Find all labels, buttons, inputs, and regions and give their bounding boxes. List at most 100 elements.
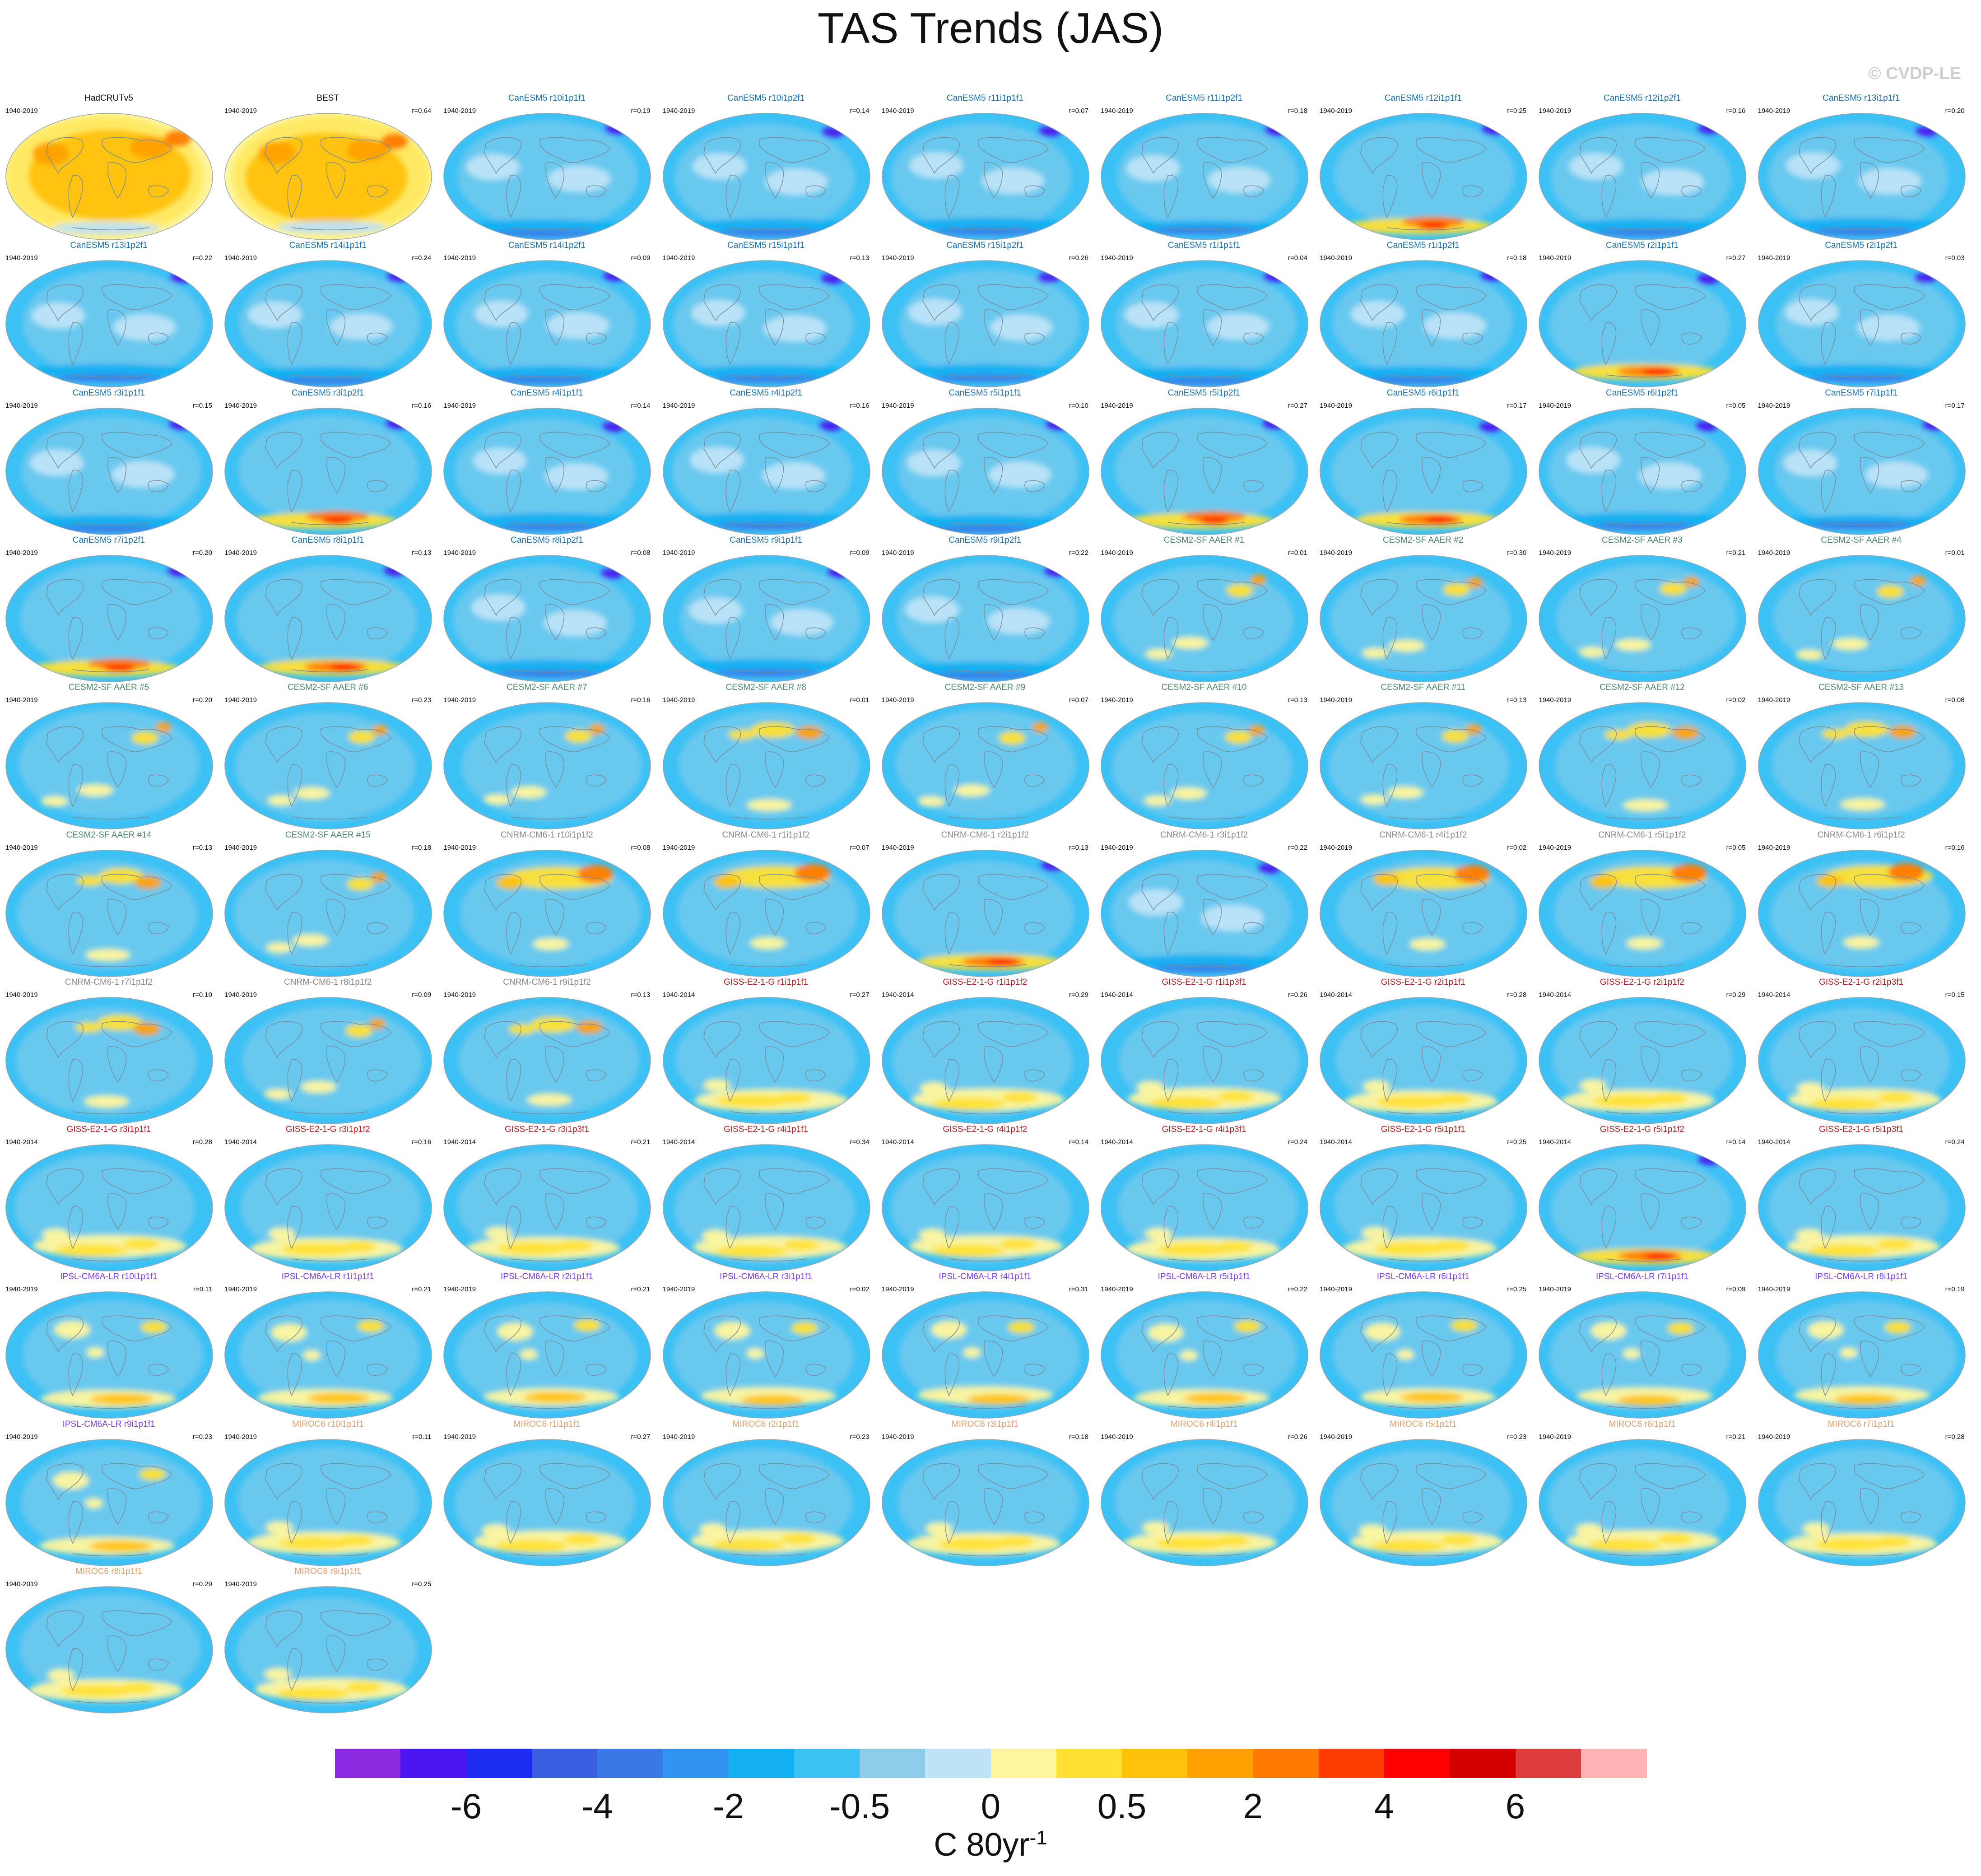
panel-years: 1940-2019 bbox=[5, 991, 38, 999]
globe-map bbox=[224, 702, 432, 829]
globe-border bbox=[1101, 407, 1308, 535]
coastline bbox=[1798, 579, 1836, 616]
globe-border bbox=[443, 849, 651, 977]
trend-anomaly bbox=[679, 564, 860, 673]
trend-anomaly bbox=[1001, 1092, 1037, 1103]
trend-anomaly bbox=[1576, 1523, 1603, 1536]
coastline bbox=[1382, 175, 1398, 218]
panel-years: 1940-2019 bbox=[662, 107, 695, 115]
panel-title: GISS-E2-1-G r1i1p1f1 bbox=[724, 977, 809, 987]
map-panel: CanESM5 r6i1p2f1 1940-2019 r=0.05 bbox=[1536, 388, 1748, 535]
trend-anomaly bbox=[674, 124, 855, 233]
coastline bbox=[265, 1463, 303, 1500]
panel-correlation: r=0.23 bbox=[850, 1433, 870, 1441]
coastline bbox=[922, 284, 960, 321]
panel-years: 1940-2019 bbox=[662, 549, 695, 557]
panel-title: CESM2-SF AAER #12 bbox=[1599, 683, 1685, 693]
coastline bbox=[1606, 816, 1683, 820]
panel-title: CNRM-CM6-1 r3i1p1f2 bbox=[1160, 830, 1248, 840]
coastline bbox=[1900, 1511, 1921, 1523]
trend-anomaly bbox=[1130, 954, 1283, 968]
panel-title: GISS-E2-1-G r5i1p1f1 bbox=[1381, 1125, 1465, 1135]
trend-anomaly bbox=[746, 799, 792, 812]
trend-anomaly bbox=[1809, 228, 1918, 236]
trend-anomaly bbox=[85, 1498, 103, 1509]
globe-map bbox=[882, 997, 1089, 1124]
trend-anomaly bbox=[693, 218, 847, 233]
trend-anomaly bbox=[1783, 449, 1837, 477]
colorbar-segment bbox=[335, 1749, 401, 1778]
trend-anomaly bbox=[47, 1669, 74, 1681]
panel-years: 1940-2019 bbox=[1320, 696, 1352, 704]
coastline bbox=[321, 284, 392, 311]
trend-anomaly bbox=[740, 1395, 804, 1406]
coastline bbox=[1203, 162, 1222, 199]
coastline bbox=[68, 911, 84, 955]
map-panel: CESM2-SF AAER #12 1940-2019 r=0.02 bbox=[1536, 683, 1748, 830]
coastline bbox=[1243, 1069, 1264, 1081]
panel-title: CESM2-SF AAER #2 bbox=[1382, 535, 1464, 545]
panel-correlation: r=0.13 bbox=[412, 549, 432, 557]
coastline bbox=[72, 1111, 150, 1114]
coastline bbox=[1024, 1069, 1045, 1081]
panel-correlation: r=0.04 bbox=[1288, 254, 1307, 262]
coastline bbox=[68, 1206, 84, 1249]
trend-anomaly bbox=[495, 1539, 568, 1552]
panel-correlation: r=0.25 bbox=[1507, 107, 1527, 115]
globe-border bbox=[1758, 1291, 1966, 1419]
trend-anomaly bbox=[1155, 1536, 1228, 1550]
trend-anomaly bbox=[1182, 511, 1246, 522]
map-panel: CESM2-SF AAER #13 1940-2019 r=0.08 bbox=[1755, 683, 1967, 830]
coastline bbox=[1243, 332, 1264, 345]
coastline bbox=[1579, 1316, 1617, 1353]
map-panel: CESM2-SF AAER #11 1940-2019 r=0.13 bbox=[1317, 683, 1529, 830]
panel-years: 1940-2014 bbox=[1320, 1138, 1352, 1146]
globe-map bbox=[224, 1586, 432, 1713]
coastline bbox=[1854, 137, 1925, 163]
colorbar-tick-label: -0.5 bbox=[829, 1786, 890, 1826]
coastline bbox=[321, 1315, 392, 1342]
coastline bbox=[1821, 1501, 1836, 1544]
globe-border bbox=[1539, 113, 1747, 240]
trend-anomaly bbox=[164, 130, 191, 147]
trend-anomaly bbox=[239, 268, 420, 377]
trend-anomaly bbox=[89, 1541, 152, 1552]
trend-anomaly bbox=[76, 875, 103, 886]
coastline bbox=[1462, 1216, 1483, 1229]
trend-anomaly bbox=[345, 1024, 373, 1038]
trend-anomaly bbox=[1551, 124, 1732, 233]
coastline bbox=[758, 137, 830, 163]
coastline bbox=[484, 137, 522, 174]
trend-anomaly bbox=[1443, 582, 1470, 596]
globe-map bbox=[224, 1144, 432, 1271]
trend-anomaly bbox=[1615, 638, 1651, 652]
coastline bbox=[1641, 1341, 1660, 1378]
coastline bbox=[1387, 964, 1464, 967]
trend-anomaly bbox=[728, 729, 755, 740]
map-panel: CanESM5 r10i1p2f1 1940-2019 r=0.14 bbox=[660, 93, 872, 241]
map-panel: GISS-E2-1-G r3i1p1f1 1940-2014 r=0.28 bbox=[3, 1125, 215, 1272]
trend-anomaly bbox=[1125, 367, 1279, 382]
coastline bbox=[1416, 1463, 1487, 1489]
panel-correlation: r=0.16 bbox=[631, 696, 651, 704]
globe-map bbox=[5, 1291, 213, 1419]
coastline bbox=[72, 374, 150, 378]
coastline bbox=[1579, 874, 1617, 911]
coastline bbox=[1635, 579, 1706, 605]
coastline bbox=[287, 1501, 302, 1544]
trend-anomaly bbox=[1840, 798, 1885, 811]
coastline bbox=[984, 162, 1003, 199]
trend-anomaly bbox=[520, 1349, 538, 1360]
coastline bbox=[148, 1216, 169, 1229]
panel-years: 1940-2019 bbox=[5, 1285, 38, 1294]
coastline bbox=[984, 604, 1003, 641]
globe-border bbox=[1320, 555, 1527, 682]
coastline bbox=[1579, 1168, 1617, 1206]
coastline bbox=[586, 332, 607, 345]
globe-map bbox=[882, 1438, 1089, 1566]
globe-map bbox=[1758, 702, 1966, 829]
coastline bbox=[1579, 1021, 1617, 1058]
coastline bbox=[1900, 1069, 1921, 1081]
map-panel: CNRM-CM6-1 r10i1p1f2 1940-2019 r=0.08 bbox=[441, 830, 653, 978]
coastline bbox=[949, 669, 1026, 672]
